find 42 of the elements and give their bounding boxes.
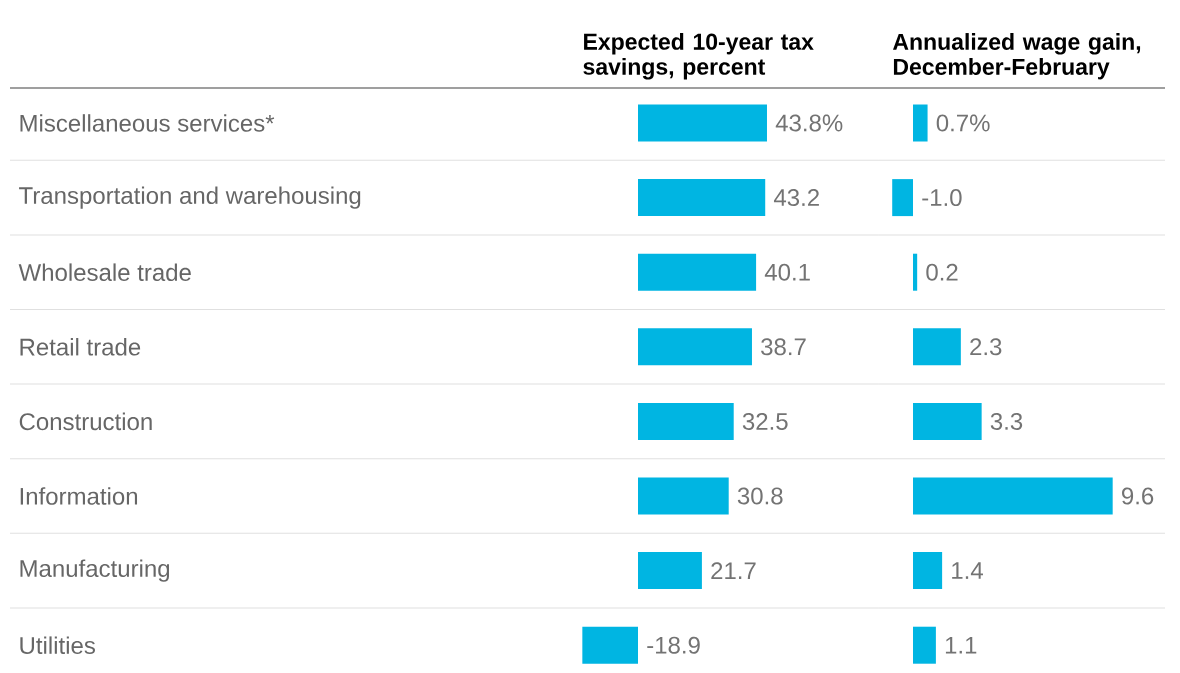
bar [913, 253, 918, 291]
bar [638, 402, 734, 440]
data-label: -18.9 [647, 636, 700, 654]
data-label: 43.8% [775, 114, 843, 132]
bar [913, 626, 936, 664]
bar [913, 104, 928, 142]
bar [638, 253, 757, 291]
data-label: 1.4 [952, 562, 983, 579]
data-label: 2.3 [970, 338, 1002, 356]
data-label: 40.1 [764, 263, 810, 281]
chart-title: Expected 10-year tax savings, percent [583, 32, 814, 80]
bar [638, 104, 767, 142]
data-label: 3.3 [990, 412, 1023, 430]
data-label: 0.7% [936, 114, 990, 132]
data-label: 30.8 [737, 487, 783, 505]
y-tick-label: Information [20, 487, 138, 505]
data-label: 32.5 [742, 412, 788, 430]
bar [582, 626, 638, 664]
y-tick-label: Miscellaneous services* [20, 114, 275, 132]
bar [913, 402, 982, 440]
bar [892, 179, 914, 217]
data-label: 0.2 [926, 263, 958, 281]
data-label: 21.7 [711, 562, 756, 579]
bar [913, 477, 1113, 515]
data-label: 43.2 [773, 189, 819, 207]
chart-title: Annualized wage gain, December-February [892, 33, 1141, 80]
bar [913, 552, 943, 590]
data-label: 38.7 [761, 338, 806, 356]
data-label: 9.6 [1122, 487, 1154, 505]
y-tick-label: Wholesale trade [18, 263, 191, 282]
data-label: -1.0 [922, 189, 962, 207]
y-tick-label: Retail trade [20, 337, 141, 356]
bar [638, 328, 752, 366]
y-tick-label: Construction [19, 412, 152, 431]
y-tick-label: Manufacturing [20, 559, 170, 582]
bar [638, 179, 766, 217]
y-tick-label: Utilities [20, 636, 95, 655]
bar [913, 328, 961, 366]
bar [638, 477, 729, 515]
bar [638, 552, 702, 590]
data-label: 1.1 [945, 636, 977, 654]
y-tick-label: Transportation and warehousing [19, 186, 361, 209]
